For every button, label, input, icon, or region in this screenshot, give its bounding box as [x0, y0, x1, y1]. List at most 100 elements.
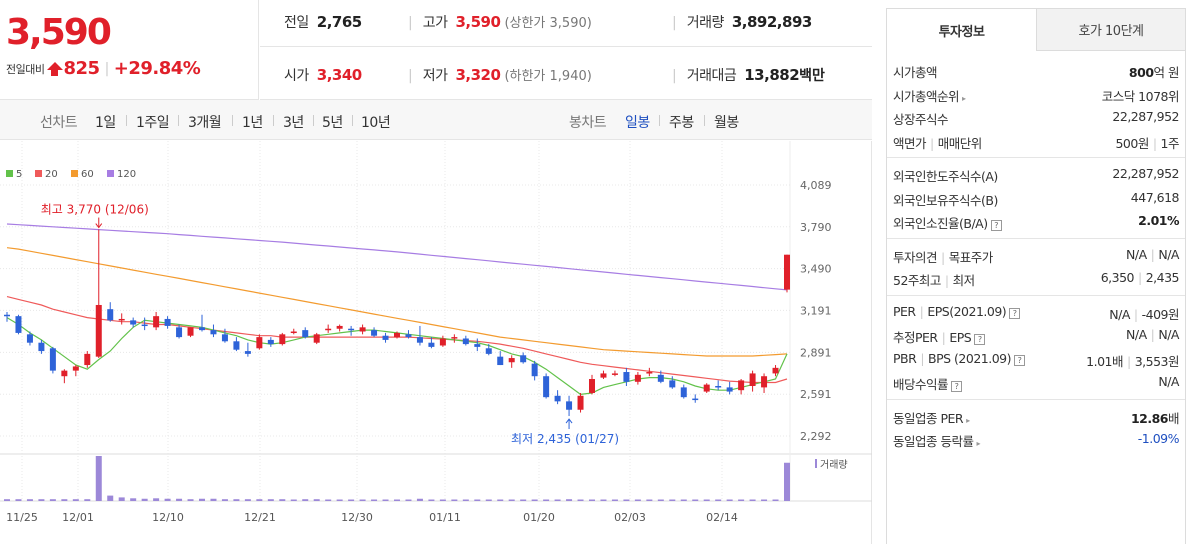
- info-row: 시가총액 800억 원: [887, 59, 1185, 83]
- info-label-text: 추정PER: [893, 330, 938, 345]
- candle-body: [107, 309, 114, 321]
- volume-bar: [176, 498, 183, 501]
- volume-bar: [623, 499, 630, 501]
- candle-body: [428, 342, 435, 347]
- candle-body: [348, 328, 355, 331]
- candle-body: [210, 330, 217, 335]
- volume-bar: [439, 499, 446, 501]
- volume-bar: [761, 499, 768, 501]
- change-amount: 825: [63, 58, 100, 79]
- y-tick-label: 2,891: [800, 346, 832, 359]
- volume-bar: [348, 499, 355, 501]
- candle-body: [4, 314, 10, 317]
- candle-body: [405, 334, 412, 338]
- volume-bar: [531, 499, 538, 501]
- price-box: 3,590 전일대비 825 | +29.84%: [0, 0, 259, 100]
- candle-body: [600, 373, 607, 378]
- change-label: 전일대비: [6, 62, 45, 76]
- x-tick-label: 12/01: [62, 511, 94, 524]
- info-label: 투자의견 | 목표주가: [893, 249, 994, 265]
- period-10y[interactable]: 10년: [361, 115, 391, 131]
- info-value-strong: 800: [1128, 65, 1154, 80]
- volume-bar: [577, 499, 584, 501]
- info-value-text: N/A: [1158, 374, 1179, 389]
- info-value-text: N/A: [1158, 327, 1179, 342]
- info-row: 시가총액순위 ▸ 코스닥 1078위: [887, 83, 1185, 107]
- period-5y[interactable]: 5년: [322, 115, 343, 131]
- candle-monthly[interactable]: 월봉: [714, 115, 739, 131]
- volume-bar: [474, 499, 481, 501]
- candle-body: [84, 353, 91, 366]
- info-value-text: 6,350: [1100, 270, 1135, 285]
- legend-swatch: [35, 170, 42, 177]
- stock-chart: 4,089 3,790 3,490 3,191 2,891 2,591 2,292 11/25…: [0, 141, 872, 544]
- help-icon[interactable]: ?: [974, 334, 986, 345]
- info-value: 800억 원: [1128, 62, 1180, 81]
- ma60-line: [6, 247, 788, 357]
- volume-bar: [462, 499, 469, 501]
- candle-body: [761, 376, 768, 388]
- candle-body: [153, 316, 160, 328]
- stat-open: 시가 3,340: [284, 66, 362, 84]
- info-value: 447,618: [1131, 190, 1180, 205]
- candle-body: [244, 351, 251, 354]
- help-icon[interactable]: ?: [1009, 307, 1021, 319]
- legend-label: 120: [117, 169, 136, 180]
- info-label-text: BPS (2021.09): [928, 350, 1011, 366]
- info-value-text: -409원: [1141, 306, 1180, 322]
- tab-investment-info[interactable]: 투자정보: [887, 9, 1036, 51]
- volume-bar: [394, 499, 400, 501]
- volume-bar: [382, 499, 389, 501]
- volume-bar: [416, 498, 423, 501]
- info-value-text: 22,287,952: [1112, 109, 1179, 124]
- info-divider: [887, 237, 1185, 239]
- period-1y[interactable]: 1년: [242, 115, 263, 131]
- info-label: 외국인보유주식수(B): [893, 190, 998, 209]
- candle-body: [611, 373, 618, 375]
- candle-body: [359, 327, 366, 332]
- info-tabs: 투자정보 호가 10단계: [887, 9, 1185, 51]
- info-label-text: 시가총액순위: [893, 88, 960, 104]
- volume-bar: [738, 499, 745, 501]
- volume-legend-swatch: [815, 459, 817, 468]
- price-stats: 전일 2,765 | 고가 3,590 (상한가 3,590) | 거래량 3,892,89…: [260, 0, 872, 100]
- info-label-text: 목표주가: [948, 249, 994, 265]
- candle-body: [692, 398, 699, 401]
- candle-body: [439, 338, 446, 346]
- period-3m[interactable]: 3개월: [188, 115, 222, 131]
- info-label: 액면가 | 매매단위: [893, 135, 982, 151]
- volume-bar: [554, 499, 561, 501]
- candle-body: [313, 334, 320, 343]
- info-value-text: N/A: [1126, 246, 1147, 262]
- info-label-text: EPS(2021.09): [927, 303, 1007, 319]
- line-chart-label: 선차트: [40, 115, 78, 131]
- info-label[interactable]: 시가총액순위 ▸: [893, 86, 966, 105]
- candle-body: [566, 401, 573, 410]
- info-value-strong: 2.01%: [1138, 213, 1179, 228]
- info-value: N/A | N/A: [1126, 246, 1179, 262]
- candle-chart-label: 봉차트: [569, 115, 607, 131]
- info-row: 동일업종 PER ▸ 12.86배: [887, 405, 1185, 429]
- candle-body: [187, 327, 194, 336]
- period-1w[interactable]: 1주일: [136, 115, 170, 131]
- candle-daily[interactable]: 일봉: [625, 115, 650, 131]
- tab-order-book[interactable]: 호가 10단계: [1036, 9, 1185, 51]
- info-value: N/A | N/A: [1126, 327, 1179, 342]
- info-label[interactable]: 동일업종 등락률 ▸: [893, 431, 980, 450]
- stat-amount: | 거래대금 13,882 백만: [672, 66, 825, 84]
- help-icon[interactable]: ?: [951, 381, 963, 392]
- help-icon[interactable]: ?: [1014, 354, 1025, 366]
- volume-bar: [84, 499, 91, 501]
- volume-bar: [233, 499, 240, 501]
- period-3y[interactable]: 3년: [283, 115, 304, 131]
- candle-body: [256, 337, 263, 349]
- volume-bar: [210, 498, 217, 501]
- info-label: 52주최고 | 최저: [893, 273, 975, 288]
- info-label[interactable]: 동일업종 PER ▸: [893, 408, 970, 427]
- volume-bar: [543, 499, 550, 501]
- period-1d[interactable]: 1일: [95, 115, 116, 131]
- candle-weekly[interactable]: 주봉: [669, 115, 694, 131]
- info-label-text: 투자의견: [893, 249, 938, 265]
- info-label-text: 시가총액: [893, 65, 938, 80]
- help-icon[interactable]: ?: [990, 220, 1002, 231]
